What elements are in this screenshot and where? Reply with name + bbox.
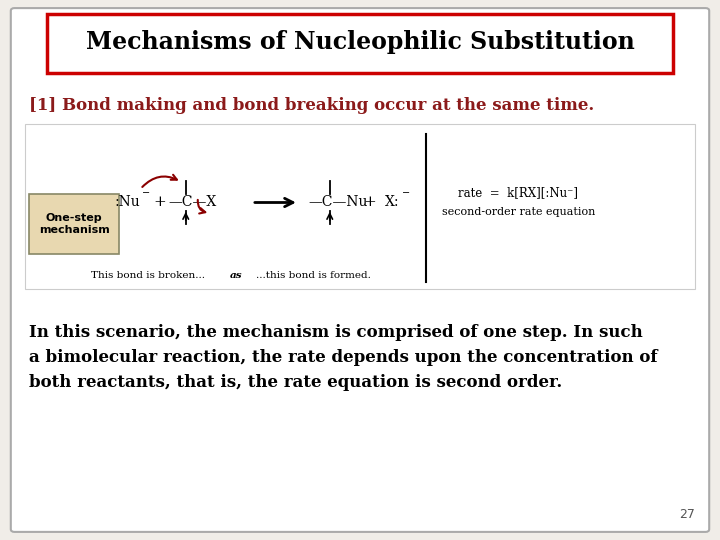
FancyBboxPatch shape	[29, 194, 119, 254]
Text: One-step
mechanism: One-step mechanism	[39, 213, 109, 235]
Text: second-order rate equation: second-order rate equation	[441, 207, 595, 217]
Text: +: +	[363, 195, 376, 210]
FancyBboxPatch shape	[11, 8, 709, 532]
FancyArrowPatch shape	[198, 200, 205, 213]
Text: Mechanisms of Nucleophilic Substitution: Mechanisms of Nucleophilic Substitution	[86, 30, 634, 54]
Text: This bond is broken...: This bond is broken...	[91, 271, 204, 280]
Text: 27: 27	[679, 508, 695, 521]
Text: —C—X: —C—X	[168, 195, 217, 210]
Text: X:: X:	[385, 195, 400, 210]
FancyBboxPatch shape	[25, 124, 695, 289]
Text: as: as	[230, 271, 243, 280]
Text: [1] Bond making and bond breaking occur at the same time.: [1] Bond making and bond breaking occur …	[29, 97, 594, 114]
Text: −: −	[402, 188, 410, 198]
Text: In this scenario, the mechanism is comprised of one step. In such
a bimolecular : In this scenario, the mechanism is compr…	[29, 324, 657, 390]
FancyArrowPatch shape	[143, 175, 177, 187]
Text: rate  =  k[RX][:Nu⁻]: rate = k[RX][:Nu⁻]	[459, 186, 578, 199]
Text: —C—Nu: —C—Nu	[309, 195, 368, 210]
Text: −: −	[142, 188, 150, 198]
Text: ...this bond is formed.: ...this bond is formed.	[256, 271, 371, 280]
Text: +: +	[153, 195, 166, 210]
Text: :Nu: :Nu	[114, 195, 140, 210]
FancyBboxPatch shape	[47, 14, 673, 73]
